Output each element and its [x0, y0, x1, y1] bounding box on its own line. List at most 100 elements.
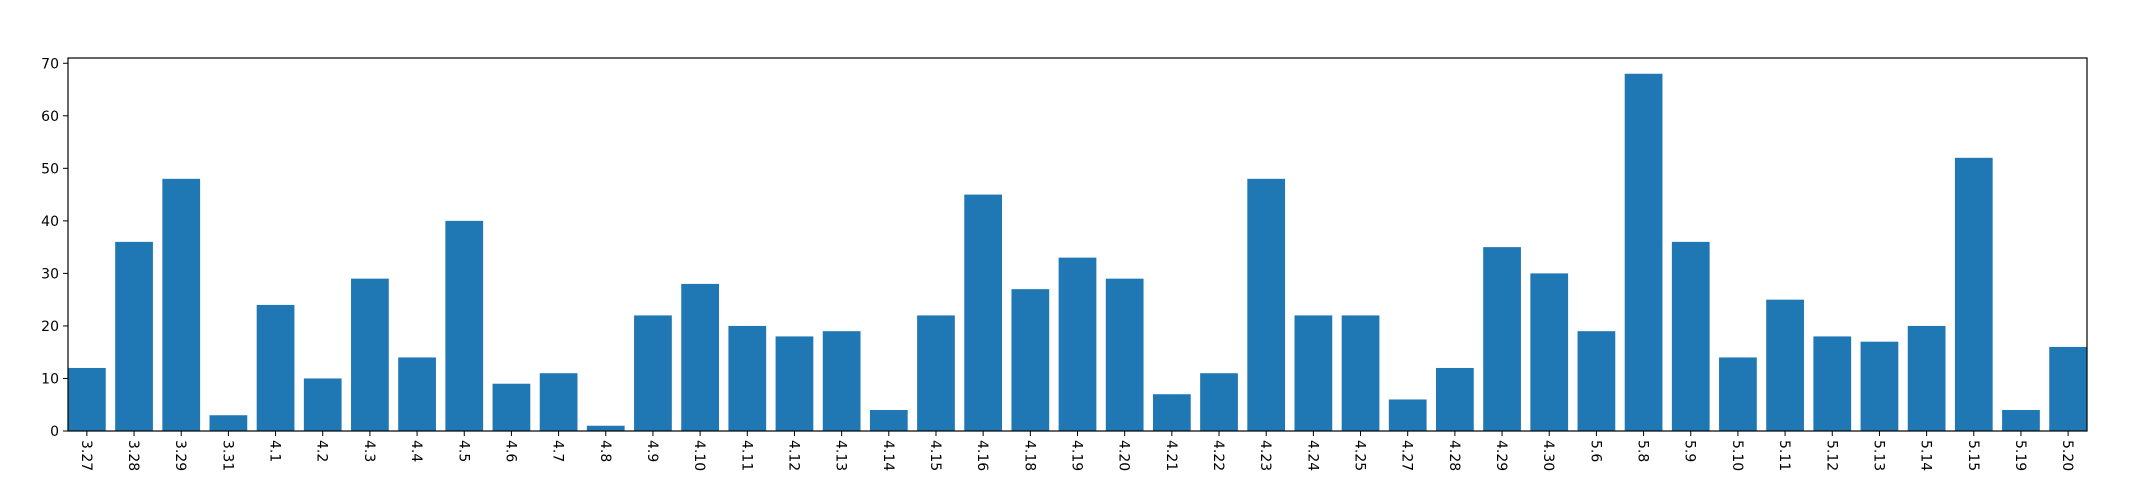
x-tick-label: 4.22: [1210, 440, 1226, 471]
x-tick-label: 4.15: [927, 440, 943, 471]
plot-frame: [67, 57, 2088, 432]
bar-4.25: [1341, 315, 1380, 431]
bar-4.3: [351, 278, 389, 431]
bar-4.12: [775, 336, 814, 431]
bar-5.6: [1577, 331, 1616, 431]
bar-4.19: [1058, 257, 1097, 431]
bar-4.23: [1247, 178, 1286, 431]
x-tick-label: 4.3: [361, 440, 377, 462]
bar-4.6: [492, 383, 531, 431]
y-tick-label: 20: [41, 319, 59, 335]
bar-5.11: [1766, 299, 1804, 431]
x-tick-label: 4.25: [1352, 440, 1368, 471]
x-tick-label: 3.31: [219, 440, 235, 471]
bar-4.28: [1436, 367, 1474, 431]
x-tick-label: 5.15: [1965, 440, 1981, 471]
x-tick-label: 5.14: [1918, 440, 1934, 471]
bar-4.13: [822, 331, 861, 431]
x-tick-label: 4.4: [408, 440, 424, 462]
bar-5.12: [1813, 336, 1852, 431]
bar-5.13: [1860, 341, 1899, 431]
bar-4.8: [586, 425, 625, 431]
x-tick-label: 4.5: [455, 440, 471, 462]
x-tick-label: 4.24: [1304, 440, 1320, 471]
x-tick-label: 5.10: [1729, 440, 1745, 471]
bar-5.14: [1907, 325, 1946, 431]
bar-4.14: [869, 409, 908, 431]
x-tick-label: 4.11: [738, 440, 754, 471]
y-tick-label: 0: [50, 424, 59, 440]
bar-4.2: [303, 378, 342, 431]
x-tick-label: 3.28: [125, 440, 141, 471]
x-tick-label: 4.18: [1021, 440, 1037, 471]
bar-5.8: [1624, 73, 1663, 431]
bar-4.1: [256, 304, 295, 431]
bar-4.21: [1152, 394, 1191, 431]
y-tick-label: 70: [41, 56, 59, 72]
bar-4.27: [1388, 399, 1427, 431]
x-tick-label: 4.27: [1399, 440, 1415, 471]
x-tick-label: 4.29: [1493, 440, 1509, 471]
x-tick-label: 4.1: [267, 440, 283, 462]
bar-3.31: [209, 415, 248, 431]
bar-4.10: [681, 283, 719, 431]
bar-4.30: [1530, 273, 1569, 431]
bar-3.28: [115, 241, 153, 431]
bar-3.27: [68, 367, 106, 431]
bar-4.20: [1105, 278, 1144, 431]
x-tick-label: 3.27: [78, 440, 94, 471]
x-tick-label: 4.2: [314, 440, 330, 462]
x-tick-label: 4.30: [1540, 440, 1556, 471]
bar-4.16: [964, 194, 1003, 431]
x-tick-label: 4.13: [833, 440, 849, 471]
x-tick-label: 4.14: [880, 440, 896, 471]
bar-5.9: [1671, 241, 1710, 431]
bar-4.11: [728, 325, 767, 431]
x-tick-label: 4.28: [1446, 440, 1462, 471]
y-tick-label: 10: [41, 371, 59, 387]
bar-4.29: [1483, 247, 1521, 431]
bar-4.7: [539, 373, 578, 431]
bar-4.4: [398, 357, 436, 431]
x-tick-label: 5.11: [1776, 440, 1792, 471]
bar-4.18: [1011, 289, 1050, 431]
x-tick-label: 4.21: [1163, 440, 1179, 471]
x-tick-label: 4.16: [974, 440, 990, 471]
x-tick-label: 4.12: [785, 440, 801, 471]
x-tick-label: 5.20: [2059, 440, 2075, 471]
bar-4.9: [634, 315, 672, 431]
x-tick-label: 4.19: [1069, 440, 1085, 471]
bar-4.5: [445, 220, 484, 431]
y-tick-label: 40: [41, 214, 59, 230]
x-axis: 3.27 3.28 3.29 3.31 4.1 4.2 4.3 4.4 4.5 4.6 4.7 4.8…: [78, 431, 2075, 471]
x-tick-label: 5.19: [2012, 440, 2028, 471]
x-tick-label: 4.9: [644, 440, 660, 462]
bar-4.24: [1294, 315, 1333, 431]
bars-layer: [68, 73, 2087, 431]
bar-5.20: [2049, 346, 2087, 431]
y-axis: 0 10 20 30 40 50 60 70: [41, 56, 68, 440]
x-tick-label: 5.12: [1823, 440, 1839, 471]
x-tick-label: 5.6: [1587, 440, 1603, 462]
x-tick-label: 4.8: [597, 440, 613, 462]
x-tick-label: 4.10: [691, 440, 707, 471]
bar-3.29: [162, 178, 201, 431]
bar-4.22: [1200, 373, 1238, 431]
bar-5.15: [1954, 157, 1993, 431]
y-tick-label: 30: [41, 266, 59, 282]
y-tick-label: 50: [41, 161, 59, 177]
bar-5.10: [1719, 357, 1757, 431]
y-tick-label: 60: [41, 109, 59, 125]
x-tick-label: 4.6: [502, 440, 518, 462]
bar-5.19: [2002, 409, 2040, 431]
x-tick-label: 3.29: [172, 440, 188, 471]
x-tick-label: 4.20: [1116, 440, 1132, 471]
x-tick-label: 5.13: [1870, 440, 1886, 471]
x-tick-label: 4.7: [550, 440, 566, 462]
x-tick-label: 5.9: [1682, 440, 1698, 462]
bar-4.15: [917, 315, 955, 431]
x-tick-label: 5.8: [1635, 440, 1651, 462]
x-tick-label: 4.23: [1257, 440, 1273, 471]
